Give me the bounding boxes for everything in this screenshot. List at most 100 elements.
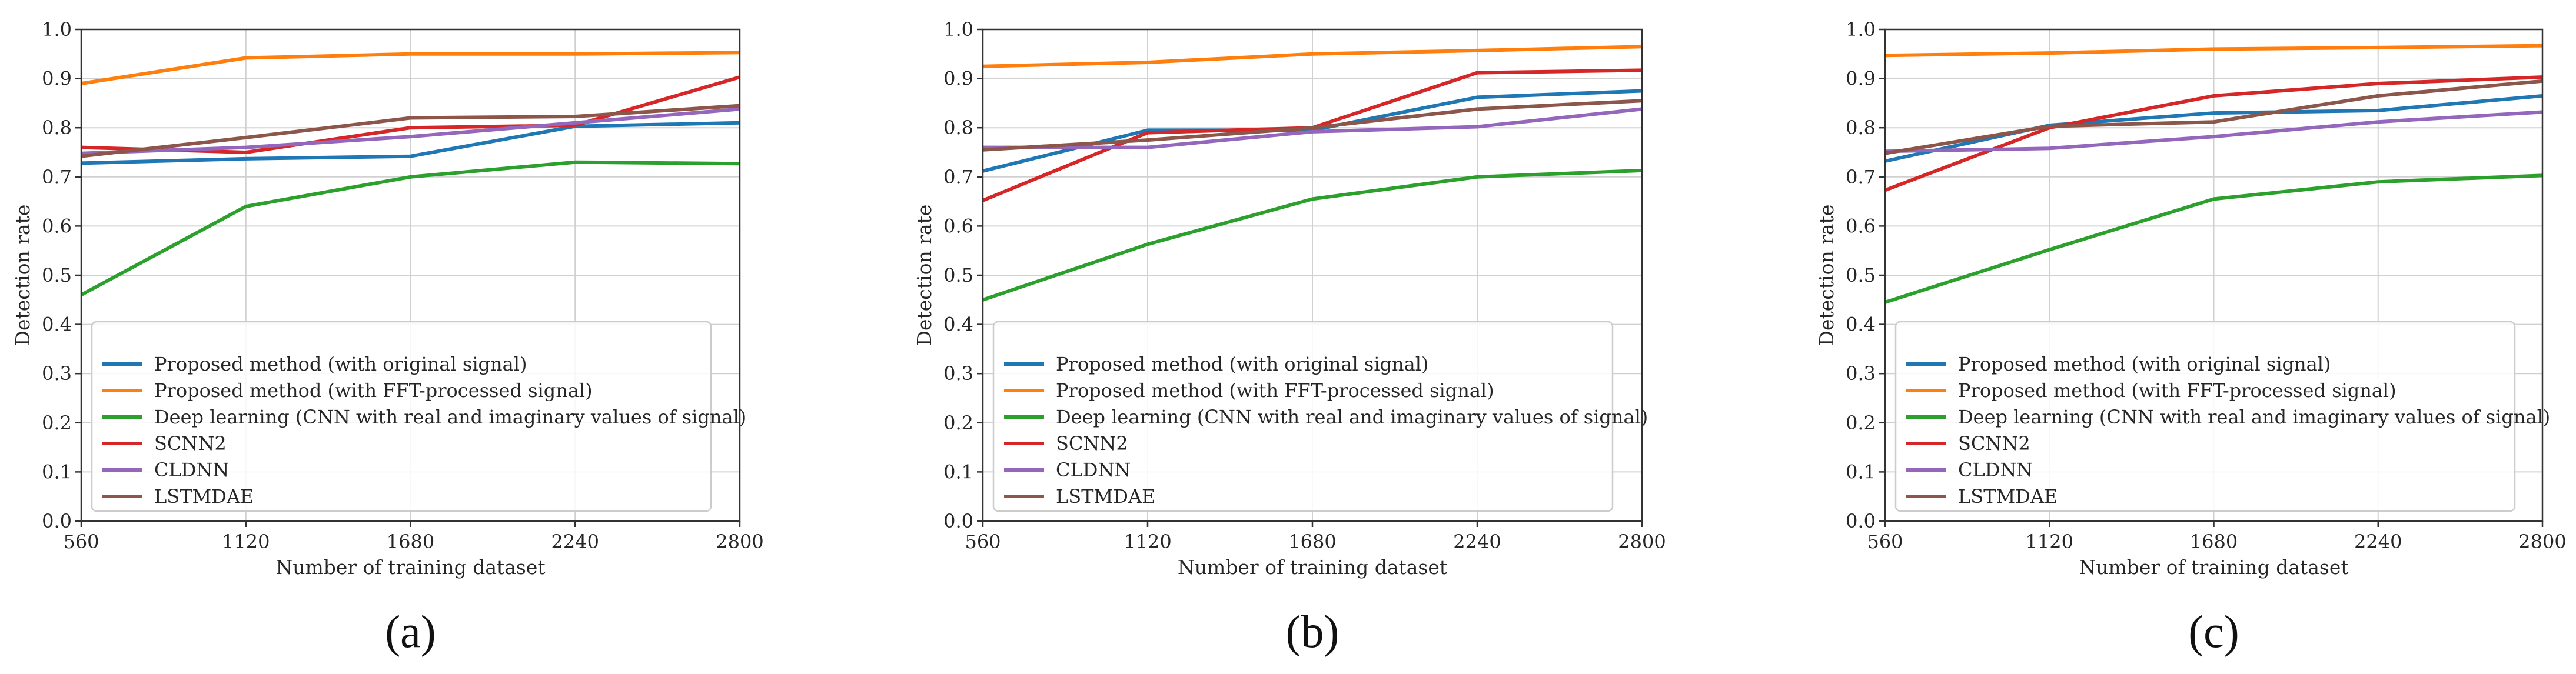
x-tick-label: 2240 (2354, 530, 2402, 553)
y-axis-label: Detection rate (913, 205, 936, 346)
y-tick-label: 0.2 (42, 412, 72, 434)
y-tick-label: 0.1 (943, 461, 973, 483)
legend-label: LSTMDAE (154, 485, 254, 508)
legend-entry-4: SCNN2 (102, 432, 227, 455)
series-line-3 (1884, 173, 2543, 304)
legend-entry-1: Proposed method (with original signal) (1004, 353, 1428, 375)
panel-label: (a) (385, 606, 436, 657)
legend-entry-2: Proposed method (with FFT-processed sign… (1004, 379, 1494, 402)
y-tick-label: 0.8 (1846, 116, 1876, 139)
x-tick-label: 1680 (387, 530, 434, 553)
y-tick-label: 1.0 (1846, 18, 1876, 41)
y-axis-label: Detection rate (1815, 205, 1838, 346)
legend-entry-3: Deep learning (CNN with real and imagina… (1004, 406, 1648, 428)
legend-entry-2: Proposed method (with FFT-processed sign… (1906, 379, 2396, 402)
chart-panel-b: 0.0 0.1 0.2 0.3 0.4 0.5 0.6 0.7 0.8 0.9 1.0 560 1120… (913, 18, 1666, 657)
series-line-5 (1884, 110, 2543, 154)
y-tick-label: 0.6 (943, 215, 973, 237)
x-tick-label: 1120 (1124, 530, 1171, 553)
legend-box (992, 321, 1614, 512)
x-tick-label: 1680 (1288, 530, 1336, 553)
y-tick-label: 0.3 (943, 362, 973, 385)
y-tick-label: 0.2 (1846, 412, 1876, 434)
legend: Proposed method (with original signal) Pr… (91, 321, 746, 512)
legend-label: Proposed method (with FFT-processed sign… (1958, 379, 2396, 402)
x-axis-label: Number of training dataset (1178, 556, 1447, 579)
legend-label: LSTMDAE (1056, 485, 1155, 508)
x-tick-label: 2240 (551, 530, 599, 553)
y-tick-label: 0.8 (42, 116, 72, 139)
legend-entry-5: CLDNN (1004, 459, 1131, 481)
legend-label: CLDNN (1056, 459, 1131, 481)
x-tick-label: 1680 (2190, 530, 2238, 553)
y-tick-label: 0.7 (1846, 166, 1876, 188)
legend-entry-3: Deep learning (CNN with real and imagina… (102, 406, 746, 428)
y-tick-label: 0.9 (42, 68, 72, 90)
y-tick-label: 1.0 (943, 18, 973, 41)
series-line-2 (982, 45, 1643, 68)
x-tick-label: 2240 (1453, 530, 1501, 553)
series-line-5 (81, 107, 740, 155)
y-tick-label: 0.7 (42, 166, 72, 188)
y-tick-label: 0.1 (42, 461, 72, 483)
series-line-5 (983, 107, 1643, 149)
y-tick-label: 0.4 (1846, 313, 1876, 336)
series-line-3 (982, 168, 1643, 302)
series-line-1 (81, 121, 740, 165)
legend-label: Deep learning (CNN with real and imagina… (1056, 406, 1648, 428)
legend-label: CLDNN (154, 459, 229, 481)
legend-label: Deep learning (CNN with real and imagina… (1958, 406, 2550, 428)
y-tick-label: 0.1 (1846, 461, 1876, 483)
chart-panel-c: 0.0 0.1 0.2 0.3 0.4 0.5 0.6 0.7 0.8 0.9 1.0 560 1120… (1815, 18, 2567, 657)
x-tick-label: 2800 (2518, 530, 2566, 553)
x-tick-label: 2800 (1618, 530, 1666, 553)
x-tick-label: 1120 (2026, 530, 2073, 553)
legend: Proposed method (with original signal) Pr… (992, 321, 1648, 512)
y-tick-label: 0.5 (943, 264, 973, 286)
y-tick-label: 0.0 (1846, 510, 1876, 532)
series-line-1 (1884, 94, 2543, 163)
legend-label: CLDNN (1958, 459, 2033, 481)
y-tick-label: 0.6 (42, 215, 72, 237)
legend-entry-3: Deep learning (CNN with real and imagina… (1906, 406, 2550, 428)
legend-label: Proposed method (with original signal) (154, 353, 527, 375)
legend-entry-1: Proposed method (with original signal) (1906, 353, 2331, 375)
x-axis-label: Number of training dataset (2079, 556, 2348, 579)
legend-entry-6: LSTMDAE (1906, 485, 2058, 508)
y-tick-label: 0.0 (943, 510, 973, 532)
x-tick-label: 560 (965, 530, 1001, 553)
x-axis-label: Number of training dataset (275, 556, 545, 579)
y-tick-label: 0.0 (42, 510, 72, 532)
series-line-6 (1884, 79, 2543, 155)
y-tick-label: 0.9 (943, 68, 973, 90)
legend-label: Proposed method (with original signal) (1958, 353, 2331, 375)
y-axis-label: Detection rate (11, 205, 34, 346)
legend-label: Proposed method (with FFT-processed sign… (1056, 379, 1494, 402)
x-tick-label: 560 (63, 530, 99, 553)
series-line-2 (81, 51, 740, 85)
y-tick-label: 1.0 (42, 18, 72, 41)
legend-entry-6: LSTMDAE (102, 485, 254, 508)
series-line-3 (80, 160, 740, 297)
panel-label: (b) (1286, 606, 1339, 657)
legend-entry-5: CLDNN (1906, 459, 2033, 481)
panel-label: (c) (2188, 606, 2239, 657)
legend-box (91, 321, 712, 512)
y-tick-label: 0.4 (42, 313, 72, 336)
legend-entry-2: Proposed method (with FFT-processed sign… (102, 379, 593, 402)
legend-entry-4: SCNN2 (1004, 432, 1128, 455)
legend-entry-6: LSTMDAE (1004, 485, 1155, 508)
y-tick-label: 0.7 (943, 166, 973, 188)
legend-label: SCNN2 (1958, 432, 2030, 455)
y-tick-label: 0.2 (943, 412, 973, 434)
x-tick-label: 1120 (222, 530, 270, 553)
y-tick-label: 0.4 (943, 313, 973, 336)
x-tick-label: 2800 (716, 530, 763, 553)
legend-box (1894, 321, 2516, 512)
legend-entry-4: SCNN2 (1906, 432, 2030, 455)
legend-label: Deep learning (CNN with real and imagina… (154, 406, 746, 428)
legend-label: LSTMDAE (1958, 485, 2058, 508)
legend-label: Proposed method (with original signal) (1056, 353, 1428, 375)
legend: Proposed method (with original signal) Pr… (1894, 321, 2550, 512)
